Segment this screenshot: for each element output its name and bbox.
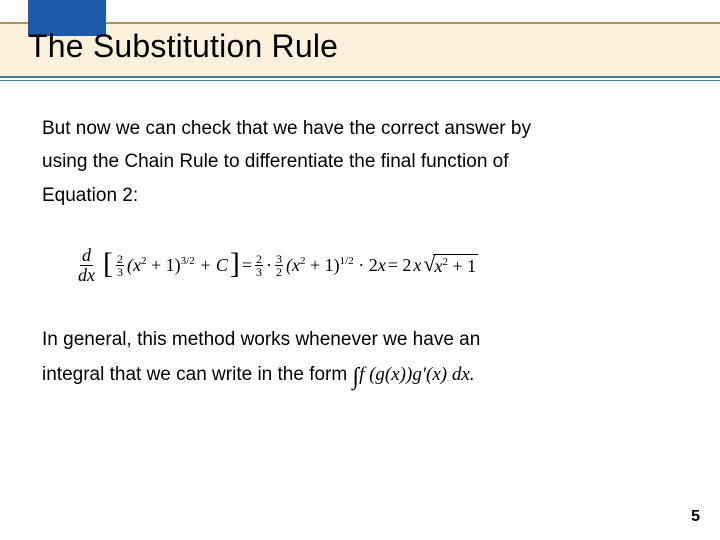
frac-2-3-b: 2 3 — [255, 253, 263, 278]
para1-line-c: Equation 2: — [42, 185, 138, 206]
page-number: 5 — [691, 508, 700, 526]
para2-line-a: In general, this method works whenever w… — [42, 329, 480, 350]
equals-2: = 2 — [388, 255, 412, 276]
term1: (x2 + 1)3/2 + C — [127, 255, 228, 276]
deriv-num: d — [80, 246, 93, 266]
slide-header: The Substitution Rule — [0, 0, 720, 78]
slide-title: The Substitution Rule — [28, 28, 338, 65]
derivative-operator: d dx — [76, 246, 97, 285]
para2-integral-expr: f (g(x))g′(x) dx. — [359, 364, 474, 385]
term2: (x2 + 1)1/2 · 2x — [286, 255, 386, 276]
radicand: x2 + 1 — [433, 254, 478, 277]
equation: d dx [ 2 3 (x2 + 1)3/2 + C ] = 2 3 · 3 2 — [76, 246, 678, 285]
frac-3-2: 3 2 — [275, 253, 283, 278]
deriv-den: dx — [76, 266, 97, 285]
paragraph-1: But now we can check that we have the co… — [42, 112, 678, 212]
sqrt: √ x2 + 1 — [423, 254, 478, 277]
para1-line-a: But now we can check that we have the co… — [42, 118, 531, 139]
right-bracket: ] — [230, 247, 240, 281]
left-bracket: [ — [103, 247, 113, 281]
equals-1: = — [242, 255, 252, 276]
rhs-x: x — [413, 255, 421, 276]
para2-line-b-pre: integral that we can write in the form — [42, 364, 352, 385]
frac-2-3-a: 2 3 — [116, 253, 124, 278]
paragraph-2: In general, this method works whenever w… — [42, 323, 678, 398]
dot-1: · — [266, 255, 272, 276]
slide-content: But now we can check that we have the co… — [0, 78, 720, 398]
para1-line-b: using the Chain Rule to differentiate th… — [42, 151, 509, 172]
